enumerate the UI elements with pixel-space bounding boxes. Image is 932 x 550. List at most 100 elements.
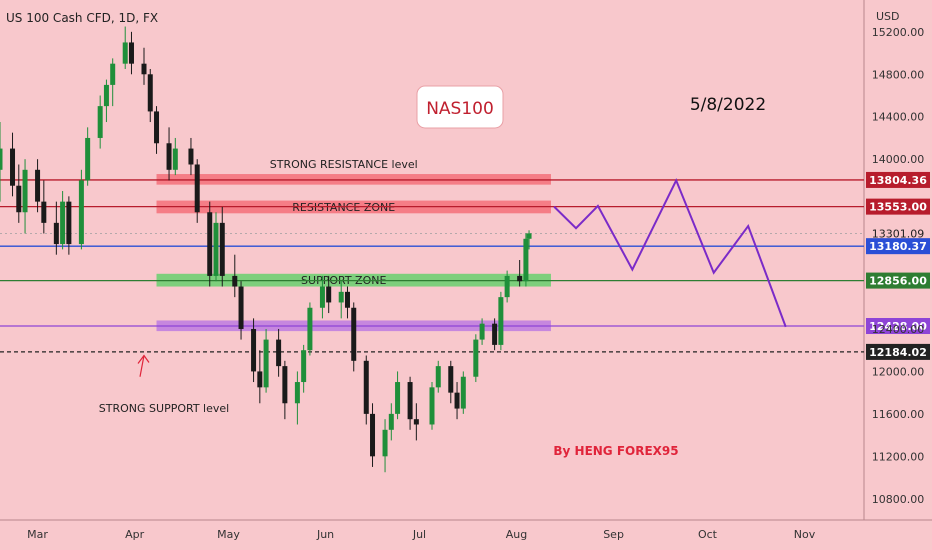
price-tag	[866, 238, 930, 255]
candle[interactable]	[448, 360, 454, 404]
candle-body	[498, 297, 504, 345]
projection-layer[interactable]	[553, 177, 787, 328]
candle[interactable]	[66, 196, 72, 255]
candle[interactable]	[16, 164, 22, 223]
candle[interactable]	[492, 318, 498, 351]
candle[interactable]	[147, 68, 153, 123]
candle[interactable]	[382, 419, 388, 473]
candle[interactable]	[326, 275, 332, 314]
candle[interactable]	[276, 328, 282, 377]
candle[interactable]	[370, 403, 376, 467]
candle-body	[523, 238, 529, 282]
candle[interactable]	[60, 191, 66, 250]
candle[interactable]	[473, 334, 479, 383]
candle[interactable]	[166, 127, 172, 181]
candle[interactable]	[523, 233, 529, 287]
candle[interactable]	[207, 201, 213, 287]
candle[interactable]	[301, 344, 307, 393]
candle[interactable]	[338, 281, 344, 319]
candle[interactable]	[307, 302, 313, 356]
candle-body	[526, 233, 532, 239]
candle[interactable]	[10, 132, 16, 197]
candle[interactable]	[517, 260, 523, 287]
candle[interactable]	[395, 371, 401, 420]
candle[interactable]	[526, 230, 532, 250]
candle[interactable]	[251, 318, 257, 383]
candle-body	[448, 366, 454, 393]
candle[interactable]	[454, 382, 460, 420]
x-tick-label: Mar	[27, 528, 48, 541]
x-tick-label: Jul	[412, 528, 426, 541]
candle[interactable]	[172, 137, 178, 176]
projection-path[interactable]	[553, 177, 787, 328]
price-tag	[866, 198, 930, 215]
candle[interactable]	[41, 180, 47, 234]
candle-body	[429, 387, 435, 425]
candle[interactable]	[154, 106, 160, 154]
candle[interactable]	[282, 360, 288, 420]
zone-label: RESISTANCE ZONE	[292, 201, 395, 214]
symbol-badge: NAS100	[416, 85, 504, 129]
candle-body	[407, 382, 413, 420]
candle[interactable]	[78, 169, 84, 250]
candle[interactable]	[22, 159, 28, 234]
price-tag	[866, 343, 930, 360]
support-arrowhead	[137, 354, 150, 364]
candle[interactable]	[504, 270, 510, 303]
candle[interactable]	[85, 127, 91, 186]
candle[interactable]	[257, 350, 263, 404]
candle-body	[517, 275, 523, 282]
candle[interactable]	[413, 403, 419, 441]
candle-body	[238, 286, 244, 329]
candle[interactable]	[194, 159, 200, 223]
candle-body	[413, 419, 419, 425]
candle[interactable]	[103, 79, 109, 123]
candle[interactable]	[188, 137, 194, 176]
chart-title: US 100 Cash CFD, 1D, FX	[6, 11, 158, 25]
candle-body	[338, 291, 344, 303]
price-axis-panel[interactable]	[864, 0, 932, 520]
candles-layer[interactable]	[0, 26, 532, 473]
candle-body	[504, 275, 510, 298]
candle[interactable]	[35, 159, 41, 213]
candle[interactable]	[141, 47, 147, 85]
candle-body	[141, 63, 147, 75]
candle-body	[232, 275, 238, 287]
candle[interactable]	[0, 122, 3, 202]
candle[interactable]	[238, 281, 244, 340]
candle[interactable]	[219, 206, 225, 287]
candle[interactable]	[351, 302, 357, 372]
time-axis-panel[interactable]	[0, 520, 932, 550]
candle[interactable]	[363, 355, 369, 425]
candle-body	[188, 148, 194, 165]
candle[interactable]	[122, 26, 128, 69]
candle[interactable]	[319, 275, 325, 319]
candle[interactable]	[388, 403, 394, 441]
candle[interactable]	[53, 201, 59, 255]
candle[interactable]	[232, 254, 238, 298]
candle-body	[207, 212, 213, 276]
candle[interactable]	[110, 58, 116, 107]
candle[interactable]	[498, 291, 504, 351]
x-tick-label: Apr	[125, 528, 145, 541]
x-tick-label: Aug	[506, 528, 527, 541]
candle[interactable]	[97, 95, 103, 149]
candle-body	[363, 360, 369, 414]
candle[interactable]	[128, 31, 134, 75]
candle[interactable]	[344, 286, 350, 319]
candle[interactable]	[407, 376, 413, 430]
candle[interactable]	[429, 382, 435, 430]
candle-body	[492, 323, 498, 345]
candle[interactable]	[479, 318, 485, 345]
candle-body	[454, 392, 460, 409]
candle[interactable]	[294, 371, 300, 425]
candle-body	[301, 350, 307, 383]
candle[interactable]	[460, 371, 466, 414]
candle-body	[370, 413, 376, 457]
candle[interactable]	[213, 212, 219, 282]
y-tick-label: 12400.00	[872, 323, 925, 336]
candle[interactable]	[435, 360, 441, 393]
candle-body	[66, 201, 72, 245]
candle[interactable]	[263, 328, 269, 393]
